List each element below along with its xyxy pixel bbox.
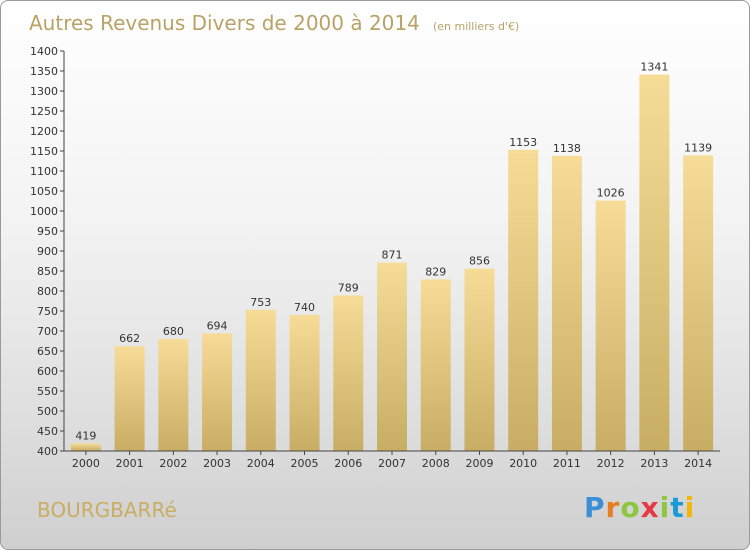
x-tick-label: 2009 (465, 457, 493, 470)
y-axis: 400 450 500 550 600 650 700 750 800 850 900 950 1000… (30, 45, 65, 458)
bar-value-label: 1026 (597, 187, 625, 200)
bar-value-label: 1153 (509, 136, 537, 149)
y-tick-label: 1250 (30, 105, 58, 118)
x-tick-label: 2005 (291, 457, 319, 470)
bar-value-label: 740 (294, 301, 315, 314)
bar (289, 315, 320, 451)
logo-letter: P (584, 491, 606, 524)
x-tick-label: 2014 (684, 457, 712, 470)
y-tick-label: 700 (37, 325, 58, 338)
chart-title: Autres Revenus Divers de 2000 à 2014 (29, 11, 420, 35)
x-tick-label: 2012 (597, 457, 625, 470)
y-tick-label: 1050 (30, 185, 58, 198)
chart-subtitle: (en milliers d'€) (432, 20, 520, 33)
bar (551, 155, 582, 452)
place-name: BOURGBARRé (37, 498, 177, 522)
bar (464, 268, 495, 451)
bar-value-label: 753 (250, 296, 271, 309)
bar-value-label: 1139 (684, 141, 712, 154)
bar (683, 155, 714, 451)
x-tick-label: 2002 (159, 457, 187, 470)
bar (377, 262, 407, 451)
y-tick-label: 850 (37, 265, 58, 278)
x-tick-label: 2000 (72, 457, 100, 470)
bar-value-label: 662 (119, 332, 140, 345)
x-tick-label: 2011 (553, 457, 581, 470)
x-tick-label: 2007 (378, 457, 406, 470)
x-tick-label: 2010 (509, 457, 537, 470)
logo-letter: t (670, 491, 685, 524)
x-tick-label: 2004 (247, 457, 275, 470)
y-tick-label: 1000 (30, 205, 58, 218)
bar-value-label: 694 (207, 319, 228, 332)
bar-value-label: 871 (382, 249, 403, 262)
y-tick-label: 1200 (30, 125, 58, 138)
logo-letter: o (620, 491, 641, 524)
y-tick-label: 900 (37, 245, 58, 258)
bar-value-label: 1138 (553, 142, 581, 155)
x-tick-label: 2003 (203, 457, 231, 470)
y-tick-label: 800 (37, 285, 58, 298)
bar (202, 333, 233, 451)
bar-value-label: 419 (75, 429, 96, 442)
logo-letter: i (659, 491, 671, 524)
logo-letter: i (684, 491, 696, 524)
bar-value-label: 829 (425, 265, 446, 278)
bar (114, 346, 145, 451)
bars: 419 662 680 694 753 740 789 871 829 856 1153 1138 10… (70, 61, 714, 452)
y-tick-label: 450 (37, 425, 58, 438)
y-tick-label: 400 (37, 445, 58, 458)
bar (508, 149, 539, 452)
proxiti-logo: Proxiti (584, 491, 695, 524)
y-tick-label: 1100 (30, 165, 58, 178)
y-tick-label: 1300 (30, 85, 58, 98)
bar (333, 295, 364, 451)
y-tick-label: 550 (37, 385, 58, 398)
y-tick-label: 750 (37, 305, 58, 318)
bar-value-label: 680 (163, 325, 184, 338)
y-tick-label: 500 (37, 405, 58, 418)
y-tick-label: 1350 (30, 65, 58, 78)
x-tick-label: 2006 (334, 457, 362, 470)
x-tick-label: 2013 (640, 457, 668, 470)
bar (158, 339, 189, 451)
y-tick-label: 1400 (30, 45, 58, 58)
bar-value-label: 789 (338, 281, 359, 294)
bar (639, 74, 670, 451)
bar-value-label: 856 (469, 255, 490, 268)
bar (70, 443, 101, 451)
logo-letter: r (605, 491, 621, 524)
bar (595, 200, 626, 451)
y-tick-label: 1150 (30, 145, 58, 158)
bar (245, 309, 276, 451)
x-tick-label: 2008 (422, 457, 450, 470)
title-row: Autres Revenus Divers de 2000 à 2014 (en… (29, 11, 519, 35)
x-tick-label: 2001 (116, 457, 144, 470)
y-tick-label: 950 (37, 225, 58, 238)
logo-letter: x (640, 491, 660, 524)
y-tick-label: 600 (37, 365, 58, 378)
x-axis: 2000 2001 2002 2003 2004 2005 2006 2007 2008 2009… (64, 450, 720, 470)
y-tick-label: 650 (37, 345, 58, 358)
bar-value-label: 1341 (640, 61, 668, 74)
bar (420, 279, 451, 451)
